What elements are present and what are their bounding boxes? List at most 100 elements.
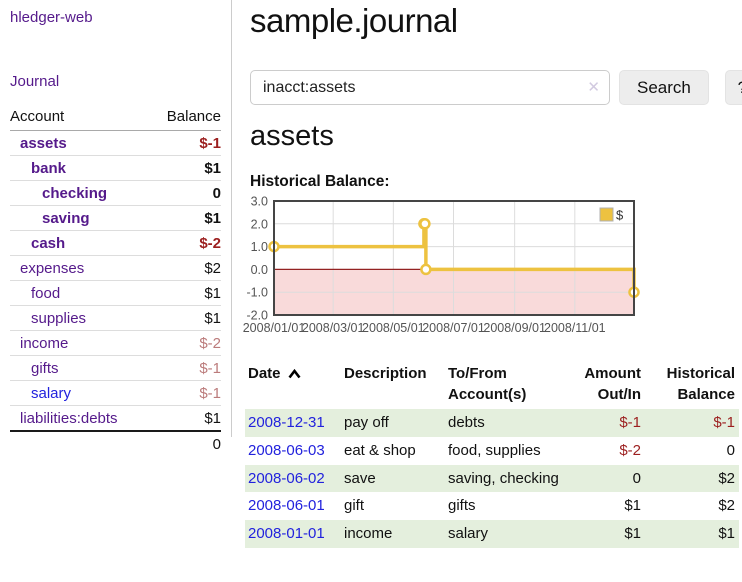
x-tick-label: 2008/01/01 [243,321,306,335]
account-link[interactable]: income [20,335,69,352]
transaction-description: save [341,464,445,493]
register-column-header[interactable]: Historical Balance [666,365,735,403]
account-balance: $1 [150,405,221,432]
transaction-running-balance: $1 [645,520,739,548]
account-balance: $1 [150,205,221,231]
current-account-title: assets [250,120,334,152]
account-link[interactable]: supplies [31,310,87,327]
account-link[interactable]: expenses [20,260,85,277]
x-tick-label: 2008/03/01 [302,321,365,335]
search-button[interactable]: Search [619,70,709,105]
account-link[interactable]: bank [31,160,67,177]
transaction-description: eat & shop [344,441,416,459]
account-link[interactable]: food [31,285,61,302]
search-input[interactable] [250,70,610,105]
legend-swatch [599,207,614,222]
chart-title: Historical Balance: [250,173,390,190]
transaction-accounts: gifts [448,497,476,515]
sidebar-item-journal[interactable]: Journal [10,73,60,90]
register-column-header[interactable]: Description [344,365,427,382]
help-button[interactable]: ? [724,70,742,105]
app-brand-link[interactable]: hledger-web [10,9,93,26]
account-row: expenses $2 [10,255,221,281]
sort-ascending-chevron-up-icon [287,369,301,379]
accounts-total-value: 0 [150,430,221,456]
account-balance: $-2 [150,330,221,356]
account-row: bank $1 [10,155,221,181]
account-row: income $-2 [10,330,221,356]
transaction-date-link[interactable]: 2008-12-31 [248,414,325,431]
account-link[interactable]: gifts [31,360,59,377]
account-link[interactable]: saving [42,210,90,227]
transaction-running-balance: $2 [645,464,739,493]
x-tick-label: 2008/07/01 [422,321,485,335]
account-row: cash $-2 [10,230,221,256]
account-balance: $1 [150,305,221,331]
y-tick-label: -2.0 [246,309,268,323]
x-tick-label: 2008/09/01 [483,321,546,335]
account-row: salary $-1 [10,380,221,406]
account-table-header: Account Balance [10,106,221,131]
account-balance: $1 [150,280,221,306]
transaction-accounts: food, supplies [448,441,541,459]
transaction-amount: 0 [563,464,645,493]
account-tree-table: Account Balance assets $-1 bank $1 checking 0… [10,106,221,456]
account-row: checking 0 [10,180,221,206]
y-tick-label: 3.0 [251,195,268,209]
register-row: 2008-06-02 save saving, checking 0 $2 [245,464,739,493]
search-bar: ✕ Search ? [250,70,742,105]
account-balance: $-1 [150,355,221,381]
transaction-amount: $1 [563,520,645,548]
sidebar: hledger-web Journal Account Balance asse… [0,0,232,456]
data-point-marker [420,263,432,276]
transaction-date-link[interactable]: 2008-06-01 [248,497,325,515]
transaction-date-link[interactable]: 2008-06-03 [248,441,325,459]
transaction-running-balance: $2 [718,497,735,515]
transaction-date-link[interactable]: 2008-01-01 [248,525,325,542]
transaction-accounts: debts [445,409,563,437]
accounts-total-row: 0 [10,430,221,456]
clear-search-icon[interactable]: ✕ [587,79,600,96]
y-tick-label: 1.0 [251,240,268,254]
data-point-marker [419,218,431,230]
account-link[interactable]: assets [20,135,67,152]
transaction-description: gift [344,497,365,515]
transaction-description: pay off [341,409,445,437]
register-column-header[interactable]: To/From Account(s) [448,365,527,403]
transaction-accounts: saving, checking [445,464,563,493]
balance-column-header: Balance [150,106,221,131]
plot-border [273,200,635,316]
account-row: supplies $1 [10,305,221,331]
account-link[interactable]: checking [42,185,108,202]
account-row: assets $-1 [10,130,221,156]
y-tick-label: 2.0 [251,217,268,231]
account-balance: $-1 [150,380,221,406]
transaction-description: income [341,520,445,548]
register-header-row: Date Description To/From Account(s) Amount Ou… [245,361,739,409]
account-balance: $-1 [150,130,221,156]
account-link[interactable]: salary [31,385,72,402]
register-column-header[interactable]: Amount Out/In [584,365,641,403]
register-row: 2008-12-31 pay off debts $-1 $-1 [245,409,739,437]
register-column-header[interactable]: Date [245,361,341,409]
transaction-amount: $-2 [619,441,641,459]
account-balance: $-2 [150,230,221,256]
transaction-amount: $-1 [563,409,645,437]
account-column-header: Account [10,106,151,131]
account-row: food $1 [10,280,221,306]
page-title: sample.journal [250,2,458,39]
historical-balance-chart: $3.0 2.0 1.0 0.0 -1.0 -2.0 2008/01/01 2008/03/0… [240,195,670,343]
y-tick-label: 0.0 [251,263,268,277]
legend-label: $ [616,208,624,223]
account-balance: 0 [150,180,221,206]
account-link[interactable]: cash [31,235,66,252]
transaction-running-balance: $-1 [645,409,739,437]
account-row: saving $1 [10,205,221,231]
transaction-running-balance: 0 [726,441,735,459]
transaction-date-link[interactable]: 2008-06-02 [248,469,325,487]
account-link[interactable]: liabilities:debts [20,410,118,427]
register-row: 2008-06-03 eat & shop food, supplies $-2 0 [245,437,739,465]
y-tick-label: -1.0 [246,286,268,300]
account-balance: $2 [150,255,221,281]
